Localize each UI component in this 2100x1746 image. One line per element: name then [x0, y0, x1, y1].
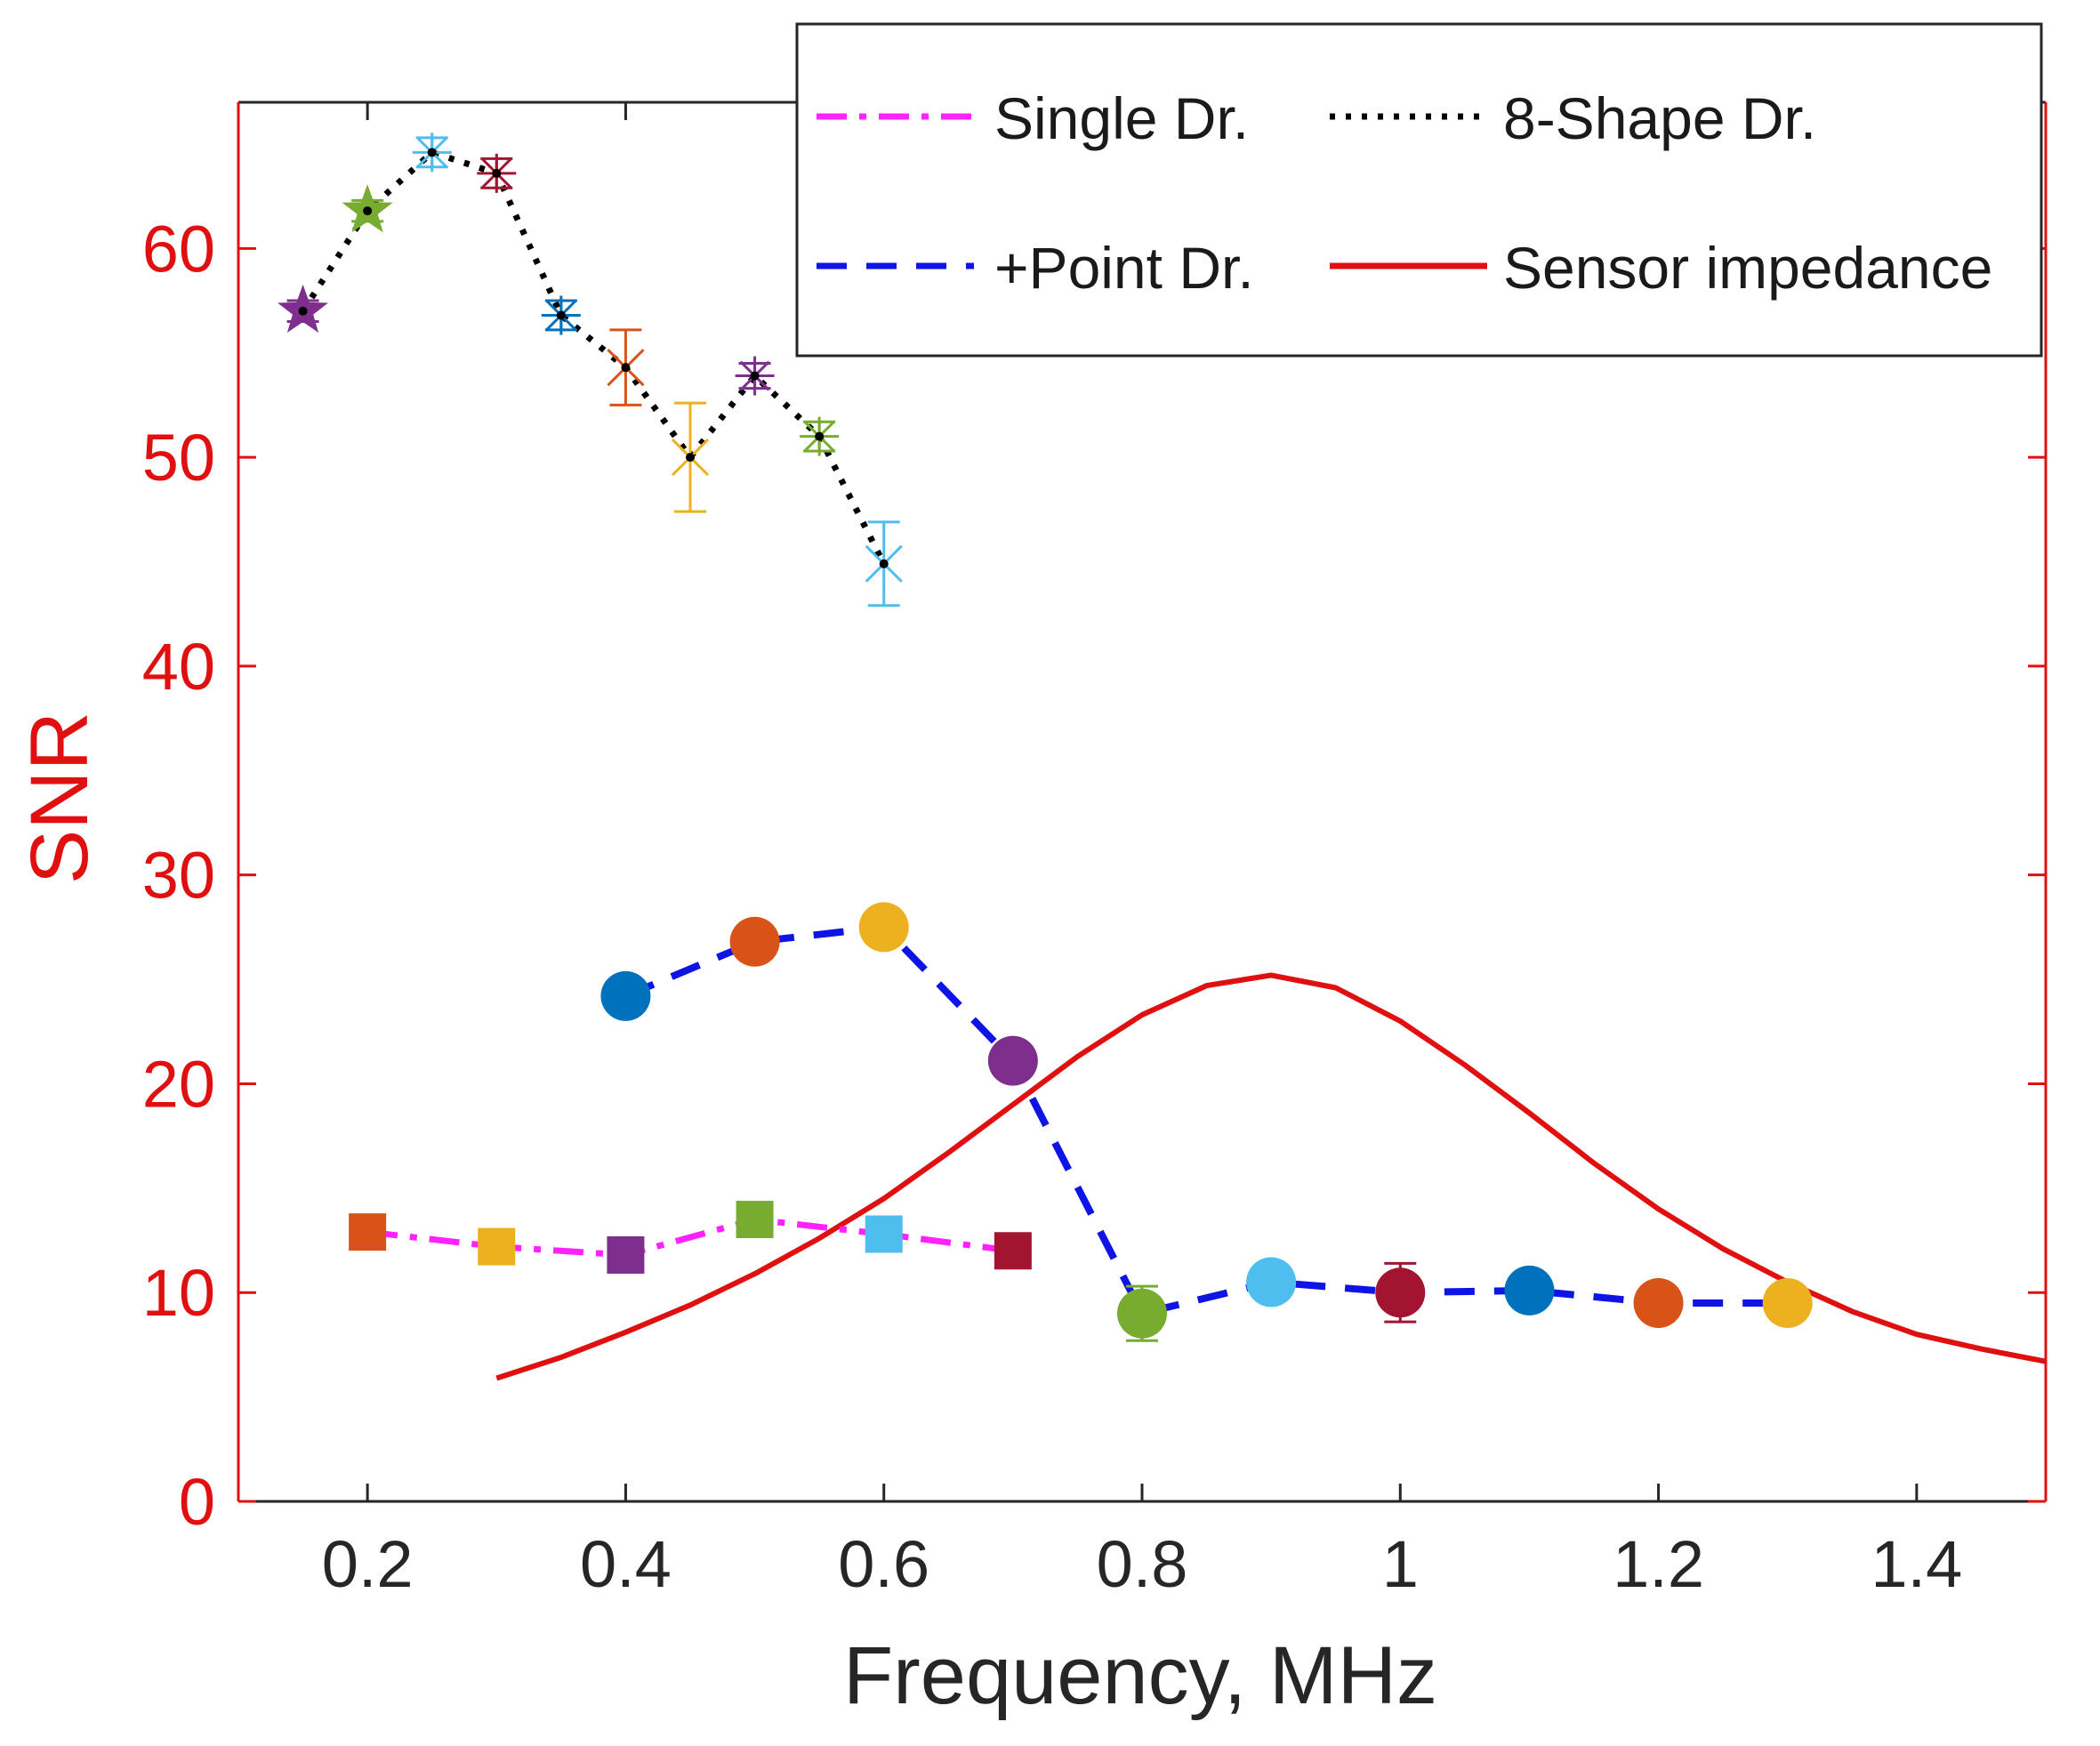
series-line-8-shape-dr — [300, 149, 887, 566]
legend: Single Dr. 8-Shape Dr. +Point Dr. Sensor im… — [795, 22, 2043, 358]
x-tick-label: 1.2 — [1613, 1527, 1704, 1601]
x-tick-label: 0.2 — [322, 1527, 414, 1601]
data-point-dot — [621, 363, 631, 373]
series-8-shape-dr — [278, 133, 903, 607]
y-tick-label: 10 — [142, 1256, 215, 1330]
data-point-circle — [1633, 1277, 1684, 1328]
data-point-circle — [1375, 1267, 1426, 1318]
x-tick-label: 1.4 — [1871, 1527, 1962, 1601]
series-line-single-dr — [366, 1216, 1014, 1259]
x-tick-label: 1 — [1382, 1527, 1419, 1601]
data-point-circle — [1762, 1277, 1813, 1328]
legend-item-8-shape-dr: 8-Shape Dr. — [1330, 85, 1816, 151]
data-point-dot — [363, 206, 373, 216]
x-axis-title: Frequency, MHz — [843, 1630, 1437, 1721]
data-point-dot — [492, 168, 502, 178]
y-axis-title: SNR — [14, 712, 105, 884]
data-point-dot — [750, 371, 760, 381]
data-point-square — [349, 1213, 387, 1251]
y-tick-label: 30 — [142, 839, 215, 913]
legend-item-sensor-impedance: Sensor impedance — [1330, 235, 1992, 301]
x-tick-label: 0.8 — [1097, 1527, 1188, 1601]
x-tick-label: 0.6 — [838, 1527, 929, 1601]
y-tick-label: 0 — [179, 1465, 215, 1539]
series-point-dr — [600, 902, 1813, 1342]
legend-item-point-dr: +Point Dr. — [817, 235, 1254, 301]
data-point-square — [607, 1235, 645, 1274]
legend-box — [795, 22, 2043, 358]
y-tick-label: 60 — [142, 212, 215, 286]
data-point-circle — [1504, 1265, 1555, 1316]
x-tick-label: 0.4 — [580, 1527, 672, 1601]
data-point-circle — [1246, 1257, 1297, 1307]
y-tick-label: 50 — [142, 421, 215, 495]
series-single-dr — [349, 1201, 1032, 1274]
legend-item-single-dr: Single Dr. — [817, 85, 1249, 151]
data-point-square — [736, 1201, 774, 1239]
legend-label-point-dr: +Point Dr. — [994, 235, 1254, 301]
y-tick-label: 40 — [142, 630, 215, 704]
data-point-circle — [1117, 1288, 1167, 1339]
data-point-square — [865, 1215, 903, 1253]
legend-label-8-shape-dr: 8-Shape Dr. — [1503, 85, 1816, 151]
data-point-circle — [600, 970, 651, 1021]
data-point-square — [478, 1227, 516, 1266]
data-point-circle — [987, 1035, 1038, 1086]
data-point-dot — [427, 148, 437, 157]
series-line-sensor-impedance — [495, 972, 2047, 1381]
data-point-circle — [858, 902, 909, 953]
legend-label-sensor-impedance: Sensor impedance — [1503, 235, 1992, 301]
data-point-dot — [815, 431, 825, 441]
data-point-dot — [298, 306, 308, 316]
series-line-point-dr — [624, 923, 1788, 1317]
series-sensor-impedance — [495, 972, 2047, 1381]
data-point-circle — [729, 916, 780, 967]
data-point-square — [994, 1232, 1032, 1270]
y-tick-label: 20 — [142, 1047, 215, 1121]
data-point-dot — [879, 559, 889, 568]
legend-label-single-dr: Single Dr. — [994, 85, 1249, 151]
axes: 0.2 0.4 0.6 0.8 1 1.2 1.4 0 10 20 30 40 50 60 — [142, 101, 2048, 1601]
data-point-dot — [686, 453, 695, 463]
data-point-dot — [556, 310, 566, 320]
plot-series — [278, 133, 2047, 1381]
